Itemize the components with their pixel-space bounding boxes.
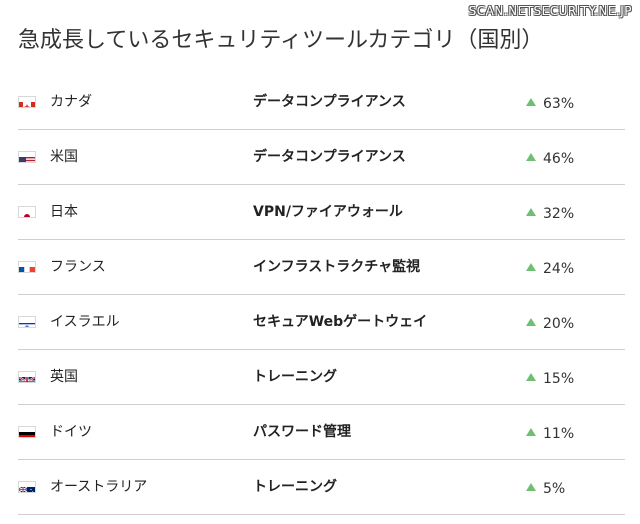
growth-percent: 32%: [543, 206, 575, 222]
category-name: データコンプライアンス: [253, 94, 406, 110]
category-name: セキュアWebゲートウェイ: [253, 314, 428, 330]
growth-value: 11%: [526, 423, 575, 442]
growth-percent: 46%: [543, 151, 575, 167]
up-arrow-icon: [526, 428, 536, 436]
category-name: VPN/ファイアウォール: [253, 204, 403, 220]
up-arrow-icon: [526, 208, 536, 216]
growth-percent: 24%: [543, 261, 575, 277]
category-name: トレーニング: [253, 479, 337, 495]
country-name: オーストラリア: [50, 479, 148, 495]
australia-flag-icon: [18, 481, 36, 493]
category-name: トレーニング: [253, 369, 337, 385]
page-title: 急成長しているセキュリティツールカテゴリ（国別）: [18, 28, 544, 53]
japan-flag-icon: [18, 206, 36, 218]
country-table: カナダ データコンプライアンス 63% 米国 データコンプライアンス 46%: [18, 75, 625, 515]
uk-flag-icon: [18, 371, 36, 383]
category-name: パスワード管理: [253, 424, 351, 440]
growth-percent: 15%: [543, 371, 575, 387]
up-arrow-icon: [526, 373, 536, 381]
table-row: 米国 データコンプライアンス 46%: [18, 130, 625, 185]
table-row: イスラエル セキュアWebゲートウェイ 20%: [18, 295, 625, 350]
table-row: フランス インフラストラクチャ監視 24%: [18, 240, 625, 295]
table-row: オーストラリア トレーニング 5%: [18, 460, 625, 515]
country-name: 米国: [50, 149, 78, 165]
france-flag-icon: [18, 261, 36, 273]
country-name: 日本: [50, 204, 78, 220]
country-name: イスラエル: [50, 314, 120, 330]
usa-flag-icon: [18, 151, 36, 163]
israel-flag-icon: [18, 316, 36, 328]
table-row: 英国 トレーニング 15%: [18, 350, 625, 405]
up-arrow-icon: [526, 153, 536, 161]
table-row: カナダ データコンプライアンス 63%: [18, 75, 625, 130]
category-name: インフラストラクチャ監視: [253, 259, 421, 275]
growth-value: 15%: [526, 368, 575, 387]
up-arrow-icon: [526, 263, 536, 271]
country-name: カナダ: [50, 94, 92, 110]
growth-value: 46%: [526, 148, 575, 167]
canada-flag-icon: [18, 96, 36, 108]
country-name: ドイツ: [50, 424, 92, 440]
growth-value: 63%: [526, 93, 575, 112]
growth-percent: 5%: [543, 481, 566, 497]
growth-value: 32%: [526, 203, 575, 222]
table-row: 日本 VPN/ファイアウォール 32%: [18, 185, 625, 240]
up-arrow-icon: [526, 98, 536, 106]
growth-value: 5%: [526, 478, 566, 497]
watermark: SCAN.NETSECURITY.NE.JP: [468, 4, 632, 18]
growth-value: 24%: [526, 258, 575, 277]
growth-percent: 63%: [543, 96, 575, 112]
up-arrow-icon: [526, 483, 536, 491]
growth-value: 20%: [526, 313, 575, 332]
germany-flag-icon: [18, 426, 36, 438]
growth-percent: 20%: [543, 316, 575, 332]
growth-percent: 11%: [543, 426, 575, 442]
country-name: フランス: [50, 259, 106, 275]
category-name: データコンプライアンス: [253, 149, 406, 165]
country-name: 英国: [50, 369, 78, 385]
table-row: ドイツ パスワード管理 11%: [18, 405, 625, 460]
up-arrow-icon: [526, 318, 536, 326]
